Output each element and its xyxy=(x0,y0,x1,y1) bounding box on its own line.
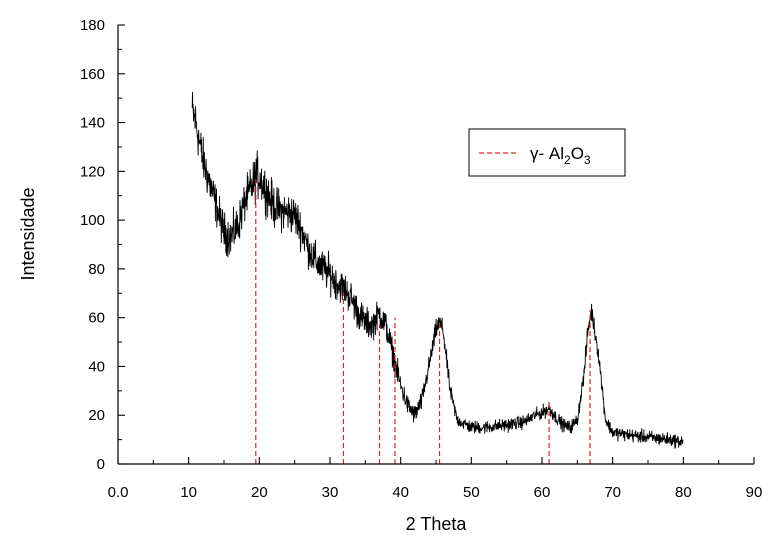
x-tick-label: 60 xyxy=(534,484,551,501)
y-tick-label: 60 xyxy=(88,310,105,327)
x-tick-label: 50 xyxy=(463,484,480,501)
x-tick-label: 0.0 xyxy=(108,484,129,501)
x-tick-label: 90 xyxy=(746,484,763,501)
legend-label: γ- Al2O3 xyxy=(530,144,591,167)
y-tick-label: 140 xyxy=(80,115,105,132)
y-axis-ticks: 0 20 40 60 80 100 120 140 160 180 xyxy=(80,17,125,473)
legend-label-prefix: γ- Al xyxy=(530,144,564,163)
y-tick-label: 180 xyxy=(80,17,105,34)
x-tick-label: 80 xyxy=(675,484,692,501)
y-tick-label: 40 xyxy=(88,358,105,375)
y-tick-label: 120 xyxy=(80,163,105,180)
legend-label-sub2: 3 xyxy=(584,153,591,167)
y-tick-label: 160 xyxy=(80,66,105,83)
x-axis-ticks: 0.0 10 20 30 40 50 60 70 80 90 xyxy=(108,457,763,501)
legend-label-mid: O xyxy=(571,144,584,163)
data-layer xyxy=(191,92,684,449)
legend-label-sub1: 2 xyxy=(564,153,571,167)
x-tick-label: 10 xyxy=(180,484,197,501)
x-tick-label: 70 xyxy=(604,484,621,501)
xrd-series-line xyxy=(191,92,684,449)
y-tick-label: 0 xyxy=(97,456,105,473)
y-tick-label: 20 xyxy=(88,407,105,424)
legend: γ- Al2O3 xyxy=(468,128,626,177)
x-tick-label: 30 xyxy=(322,484,339,501)
reference-lines xyxy=(255,176,591,464)
x-tick-label: 40 xyxy=(392,484,409,501)
y-tick-label: 80 xyxy=(88,261,105,278)
x-axis-title: 2 Theta xyxy=(406,514,468,534)
y-tick-label: 100 xyxy=(80,212,105,229)
x-tick-label: 20 xyxy=(251,484,268,501)
y-axis-title: Intensidade xyxy=(18,187,38,280)
